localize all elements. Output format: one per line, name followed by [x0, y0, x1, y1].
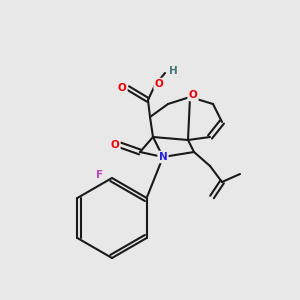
Text: O: O [189, 90, 197, 100]
Text: N: N [159, 152, 167, 162]
Text: O: O [118, 83, 126, 93]
Text: O: O [111, 140, 119, 150]
Text: O: O [154, 79, 164, 89]
Text: F: F [96, 170, 103, 180]
Text: H: H [169, 66, 177, 76]
